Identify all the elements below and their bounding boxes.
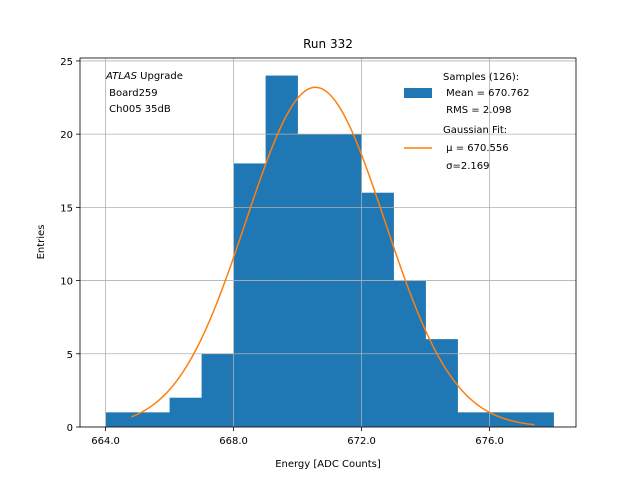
annotation-line-3: Ch005 35dB [106,104,171,115]
y-tick-label: 25 [60,57,73,68]
gaussian-fit-curve [130,86,535,426]
axes-frame [79,57,577,428]
legend-swatch-samples [404,88,432,98]
atlas-annotation: ATLAS Upgrade Board259 Ch005 35dB [105,71,183,115]
y-tick-label: 5 [67,350,73,361]
histogram-bar [425,339,458,427]
legend-fit-mu: μ = 670.556 [443,143,509,154]
histogram-bar [169,397,202,427]
legend-fit-sigma: σ=2.169 [443,161,490,172]
histogram-bar [265,75,298,428]
x-axis-label: Energy [ADC Counts] [275,459,381,470]
chart-title: Run 332 [303,37,353,51]
histogram-bar [457,412,490,427]
x-tick-label: 668.0 [219,436,248,447]
grid [80,58,576,428]
annotation-line-2: Board259 [106,88,158,99]
histogram-bar [233,163,266,427]
x-tick-label: 664.0 [91,436,120,447]
y-tick-label: 15 [60,203,73,214]
histogram-bar [201,353,234,427]
y-tick-label: 10 [60,277,73,288]
legend: Samples (126): Mean = 670.762 RMS = 2.09… [404,72,530,172]
y-tick-label: 0 [67,423,73,434]
histogram-bar [521,412,554,427]
histogram-bar [137,412,170,427]
annotation-upgrade: Upgrade [137,71,183,82]
legend-samples-mean: Mean = 670.762 [443,88,530,99]
legend-fit-title: Gaussian Fit: [443,125,507,136]
annotation-atlas: ATLAS [105,71,138,82]
y-axis-label: Entries [36,225,47,260]
histogram-bar [361,192,394,427]
axis-ticks: 664.0 668.0 672.0 676.0 0 5 10 15 20 25 [60,57,504,447]
histogram-bar [105,412,138,427]
y-tick-label: 20 [60,130,73,141]
legend-samples-rms: RMS = 2.098 [443,105,511,116]
annotation-line-1: ATLAS Upgrade [105,71,183,82]
x-tick-label: 676.0 [475,436,504,447]
legend-samples-title: Samples (126): [443,72,519,83]
x-tick-label: 672.0 [347,436,376,447]
